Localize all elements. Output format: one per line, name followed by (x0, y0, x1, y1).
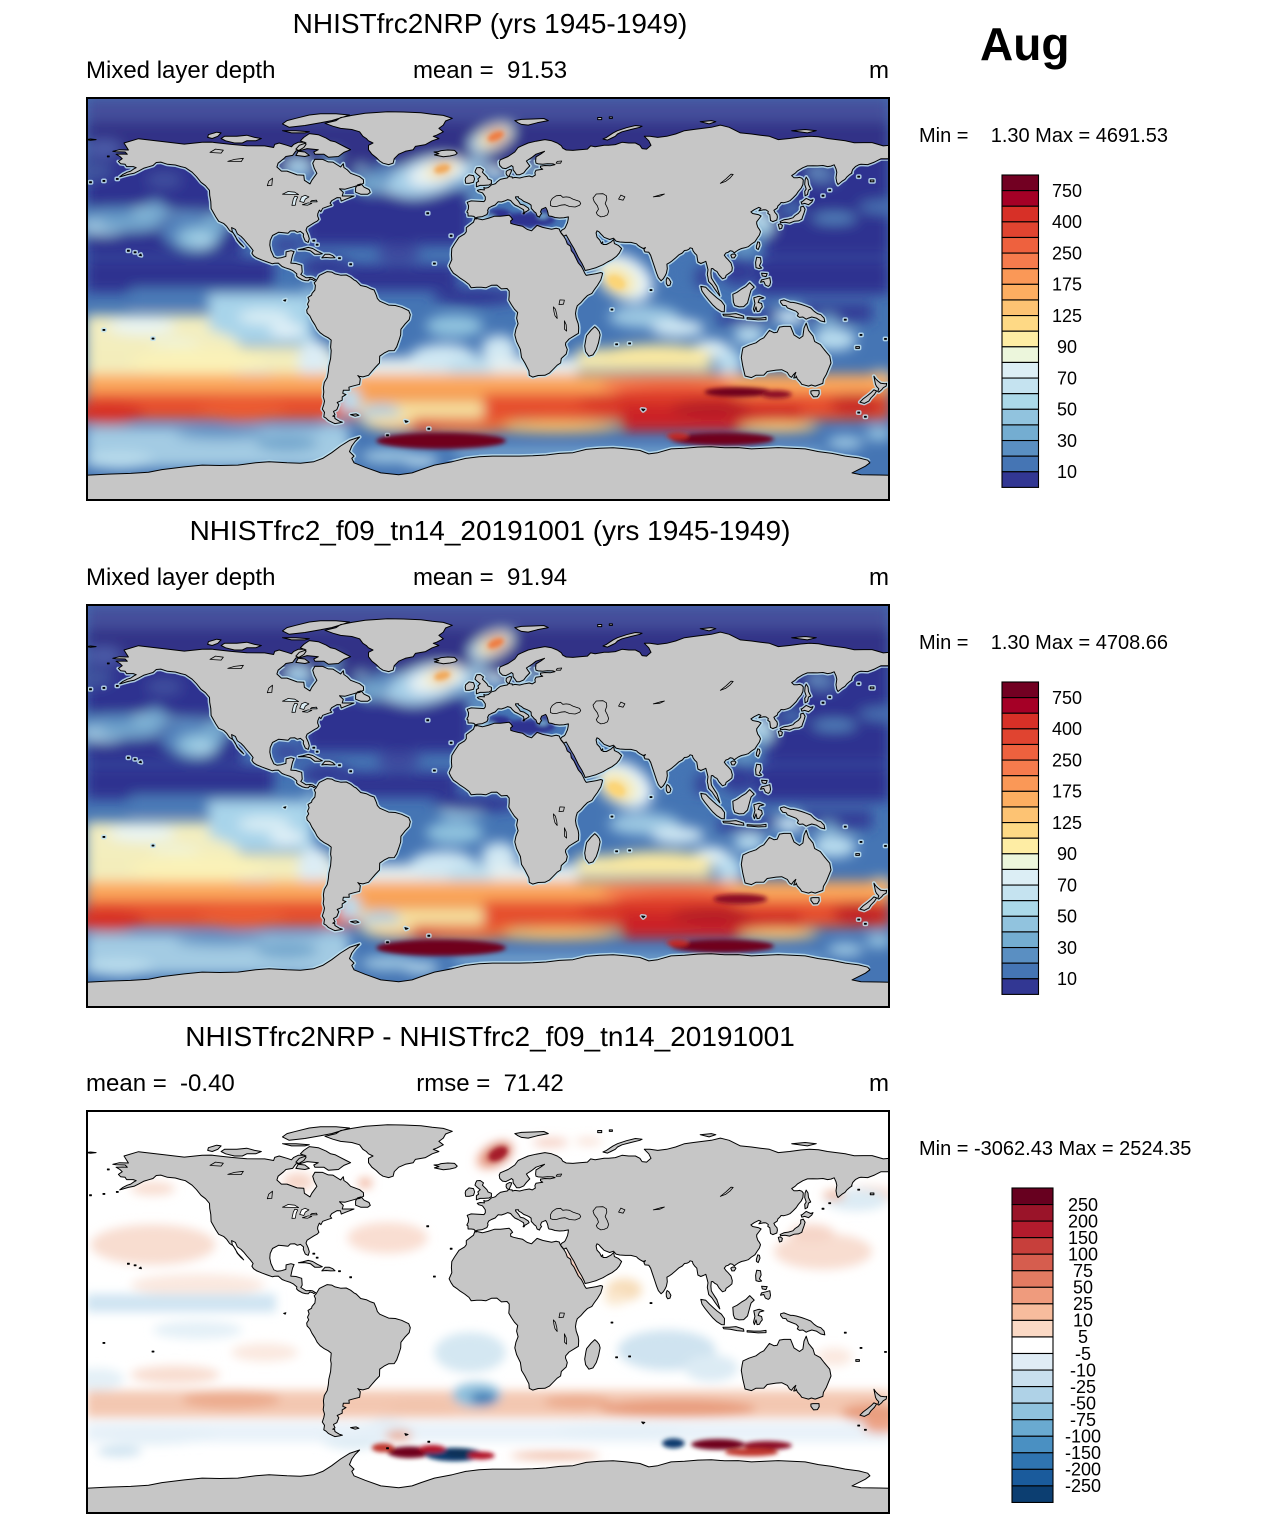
svg-text:70: 70 (1057, 368, 1077, 388)
svg-text:30: 30 (1057, 938, 1077, 958)
svg-text:750: 750 (1052, 181, 1082, 201)
svg-text:175: 175 (1052, 275, 1082, 295)
svg-text:-150: -150 (1065, 1443, 1101, 1463)
svg-text:150: 150 (1068, 1228, 1098, 1248)
svg-text:175: 175 (1052, 782, 1082, 802)
svg-text:-75: -75 (1070, 1410, 1096, 1430)
svg-text:-5: -5 (1075, 1344, 1091, 1364)
svg-text:25: 25 (1073, 1294, 1093, 1314)
svg-text:10: 10 (1057, 462, 1077, 482)
svg-text:125: 125 (1052, 306, 1082, 326)
svg-text:70: 70 (1057, 875, 1077, 895)
svg-text:750: 750 (1052, 688, 1082, 708)
svg-text:-200: -200 (1065, 1459, 1101, 1479)
svg-text:125: 125 (1052, 813, 1082, 833)
svg-text:10: 10 (1057, 969, 1077, 989)
svg-text:-25: -25 (1070, 1377, 1096, 1397)
svg-text:-250: -250 (1065, 1476, 1101, 1496)
svg-text:200: 200 (1068, 1211, 1098, 1231)
svg-text:250: 250 (1052, 243, 1082, 263)
svg-text:10: 10 (1073, 1310, 1093, 1330)
svg-text:100: 100 (1068, 1244, 1098, 1264)
svg-text:90: 90 (1057, 337, 1077, 357)
svg-text:-10: -10 (1070, 1360, 1096, 1380)
svg-text:250: 250 (1068, 1195, 1098, 1215)
svg-text:50: 50 (1057, 400, 1077, 420)
svg-text:50: 50 (1057, 907, 1077, 927)
svg-text:400: 400 (1052, 212, 1082, 232)
svg-text:30: 30 (1057, 431, 1077, 451)
svg-text:-100: -100 (1065, 1426, 1101, 1446)
svg-text:50: 50 (1073, 1277, 1093, 1297)
svg-text:90: 90 (1057, 844, 1077, 864)
svg-text:5: 5 (1078, 1327, 1088, 1347)
svg-text:400: 400 (1052, 719, 1082, 739)
svg-text:-50: -50 (1070, 1393, 1096, 1413)
svg-text:250: 250 (1052, 750, 1082, 770)
svg-text:75: 75 (1073, 1261, 1093, 1281)
